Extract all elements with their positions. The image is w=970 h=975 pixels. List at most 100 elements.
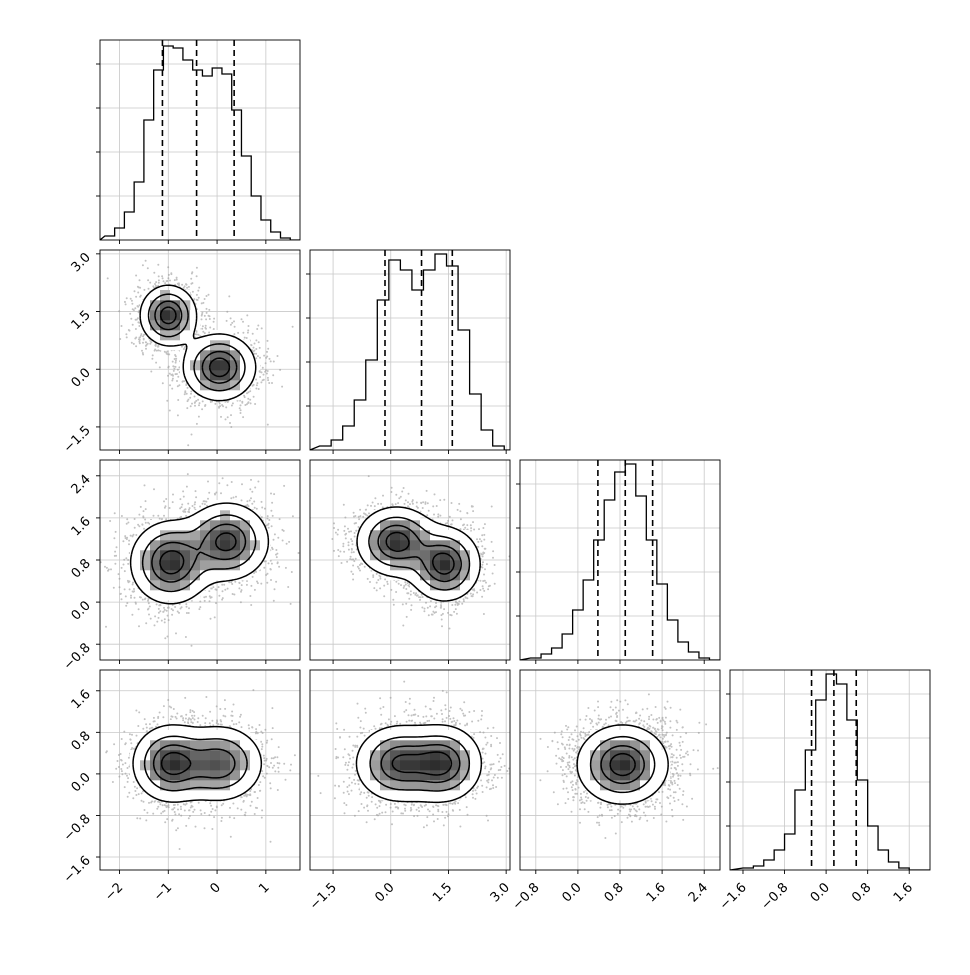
pair-panel-3-1-density-cell xyxy=(170,590,181,601)
pair-panel-4-3-density-cell xyxy=(630,740,641,751)
pair-panel-3-1-density-cell xyxy=(230,530,241,541)
pair-panel-2-1-area xyxy=(100,250,300,450)
pair-panel-4-2-density-cell xyxy=(390,750,401,761)
pair-panel-3-2-density-cell xyxy=(430,580,441,591)
pair-panel-4-1-density-cell xyxy=(170,790,181,801)
pair-panel-4-1-density-cell xyxy=(180,730,191,741)
pair-panel-4-3-contour-2 xyxy=(589,735,656,794)
pair-panel-4-3-density-cell xyxy=(580,770,591,781)
pair-panel-3-2-density-cell xyxy=(430,560,441,571)
pair-panel-3-1-density-cell xyxy=(170,570,181,581)
pair-panel-4-1-density-cell xyxy=(190,730,201,741)
pair-panel-3-2-density-cell xyxy=(370,520,381,531)
pair-panel-3-2-density-cell xyxy=(370,510,381,521)
xtick-label-var3: 1.6 xyxy=(644,880,669,905)
pair-panel-4-1-area xyxy=(100,670,300,870)
pair-panel-4-1-density-cell xyxy=(200,770,211,781)
pair-panel-3-2-density-cell xyxy=(430,570,441,581)
pair-panel-3-1-density-cell xyxy=(240,550,251,561)
pair-panel-4-3-density-cell xyxy=(640,770,651,781)
pair-panel-4-2-density-cell xyxy=(400,770,411,781)
pair-panel-3-1-density-cell xyxy=(230,520,241,531)
ytick-label-var4: −0.8 xyxy=(61,812,94,845)
pair-panel-3-2-density-cell xyxy=(460,580,471,591)
pair-panel-4-1-density-cell xyxy=(160,780,171,791)
pair-panel-3-1-density-cell xyxy=(220,540,231,551)
pair-panel-4-2-density-cell xyxy=(360,750,371,761)
pair-panel-4-2-density-cell xyxy=(370,740,381,751)
pair-panel-3-1-area xyxy=(100,460,300,660)
pair-panel-3-2-density-cell xyxy=(460,570,471,581)
pair-panel-3-2-density-cell xyxy=(450,570,461,581)
pair-panel-4-2-density-cell xyxy=(430,730,441,741)
pair-panel-4-3-density-cell xyxy=(660,750,671,761)
pair-panel-3-1-density-cell xyxy=(250,550,261,561)
pair-panel-3-2-contour-3 xyxy=(377,524,462,583)
pair-panel-3-2-density-cell xyxy=(400,570,411,581)
pair-panel-2-1 xyxy=(99,249,301,451)
pair-panel-4-1-density-cell xyxy=(140,780,151,791)
ytick-label-var2: 1.5 xyxy=(69,308,94,333)
pair-panel-4-2-density-cell xyxy=(460,780,471,791)
pair-panel-3-1-density-cell xyxy=(240,530,251,541)
pair-panel-3-2-density-cell xyxy=(390,510,401,521)
pair-panel-2-1-contour-4 xyxy=(159,306,231,378)
ytick-label-var3: −0.8 xyxy=(61,640,94,673)
pair-panel-3-1-density-cell xyxy=(220,560,231,571)
pair-panel-4-1-density-cell xyxy=(250,770,261,781)
xtick-label-var2: 1.5 xyxy=(430,880,455,905)
pair-panel-4-1-density-cell xyxy=(210,770,221,781)
pair-panel-4-2-density-cell xyxy=(450,750,461,761)
pair-panel-3-1-density-cell xyxy=(160,540,171,551)
pair-panel-4-1-density-cell xyxy=(210,790,221,801)
pair-panel-3-1-density-cell xyxy=(190,570,201,581)
pair-panel-4-2-density-cell xyxy=(360,760,371,771)
hist-panel-4 xyxy=(726,669,931,871)
pair-panel-4-2-density-cell xyxy=(430,780,441,791)
pair-panel-2-1-density-cell xyxy=(170,300,181,311)
pair-panel-4-3-contour-3 xyxy=(600,745,645,785)
pair-panel-3-2 xyxy=(309,459,511,661)
pair-panel-4-2-density-cell xyxy=(460,750,471,761)
hist-area-3 xyxy=(520,460,720,660)
pair-panel-3-1-density-cell xyxy=(180,550,191,561)
pair-panel-3-1-density-cell xyxy=(170,540,181,551)
pair-panel-3-1-density-cell xyxy=(180,530,191,541)
pair-panel-4-2-density-cell xyxy=(400,760,411,771)
pair-panel-3-1-density-cell xyxy=(230,500,241,511)
pair-panel-4-2-density-cell xyxy=(390,730,401,741)
pair-panel-4-2-density-cell xyxy=(470,760,481,771)
pair-panel-4-1-density-cell xyxy=(180,740,191,751)
pair-panel-3-2-density-cell xyxy=(390,550,401,561)
pair-panel-4-3-density-cell xyxy=(600,750,611,761)
pair-panel-3-1-density-cell xyxy=(160,590,171,601)
pair-panel-3-2-density-cell xyxy=(390,530,401,541)
pair-panel-4-1-density-cell xyxy=(210,780,221,791)
pair-panel-4-1-density-cell xyxy=(220,790,231,801)
xtick-label-var4: −1.6 xyxy=(717,880,750,913)
pair-panel-3-2-area xyxy=(310,460,510,660)
pair-panel-2-1-density-cell xyxy=(190,380,201,391)
pair-panel-4-1-density-cell xyxy=(200,750,211,761)
pair-panel-4-2-density-cell xyxy=(430,750,441,761)
pair-panel-3-1-density-cell xyxy=(190,520,201,531)
pair-panel-4-1-density-cell xyxy=(180,790,191,801)
pair-panel-3-2-density-cell xyxy=(440,530,451,541)
pair-panel-3-2-density-cell xyxy=(420,530,431,541)
pair-panel-4-1-density-cell xyxy=(230,750,241,761)
pair-panel-2-1-density-cell xyxy=(230,350,241,361)
pair-panel-4-1-density-cell xyxy=(240,760,251,771)
pair-panel-4-1-contour-1 xyxy=(132,724,263,803)
pair-panel-3-2-density-cell xyxy=(450,530,461,541)
pair-panel-2-1-density-cell xyxy=(200,380,211,391)
pair-panel-3-1-density-cell xyxy=(140,530,151,541)
pair-panel-4-2-density-cell xyxy=(400,780,411,791)
pair-panel-4-1-density-cell xyxy=(190,750,201,761)
pair-panel-4-2-density-cell xyxy=(380,760,391,771)
pair-panel-2-1-density-cell xyxy=(190,350,201,361)
pair-panel-2-1-density-cell xyxy=(230,340,241,351)
pair-panel-3-1-density-cell xyxy=(180,580,191,591)
pair-panel-3-1-density-cell xyxy=(150,550,161,561)
pair-panel-3-1-density-cell xyxy=(160,580,171,591)
pair-panel-3-1-density-cell xyxy=(170,550,181,561)
